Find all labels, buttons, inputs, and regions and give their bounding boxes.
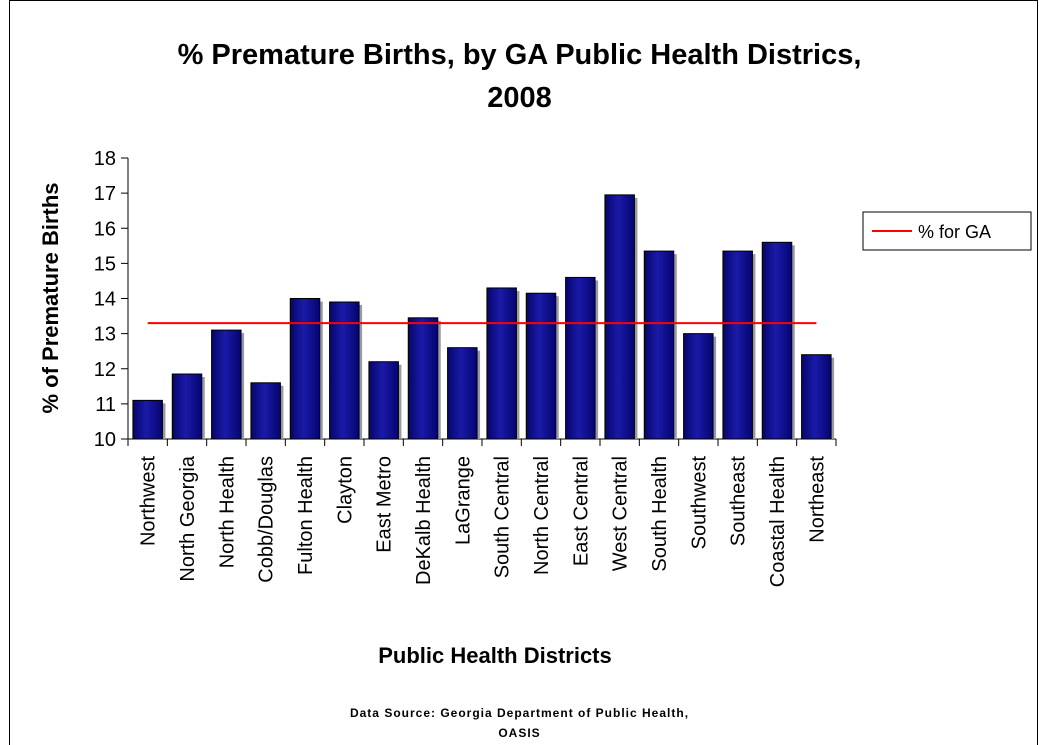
x-tick-label: East Metro [374,456,396,553]
x-tick-label: DeKalb Health [413,456,435,585]
y-tick-label: 14 [94,289,116,311]
bar [683,333,714,440]
y-tick-label: 18 [94,148,116,170]
y-tick-label: 11 [95,394,116,416]
legend: % for GA [862,211,1032,251]
y-tick-label: 17 [94,183,116,205]
x-tick-label: North Central [531,456,553,575]
bar [250,382,281,440]
x-axis-title: Public Health Districts [378,643,612,668]
x-tick-label: Coastal Health [767,456,789,587]
x-tick-label: West Central [610,456,632,571]
y-tick-label: 16 [94,218,116,240]
data-source-line-1: Data Source: Georgia Department of Publi… [349,706,690,720]
bar [211,329,242,440]
bar [722,250,753,440]
bar [643,250,675,440]
chart-title-line-1: % Premature Births, by GA Public Health … [177,39,862,71]
x-tick-label: Fulton Health [295,456,317,575]
y-tick-label: 13 [94,324,116,346]
y-axis-title: % of Premature Births [38,182,63,413]
x-tick-label: Clayton [334,456,356,524]
axes [121,157,837,446]
x-tick-labels: Northwest North Georgia North Health Cobb/D… [138,455,829,587]
bar [565,276,596,440]
x-tick-label: South Health [649,456,671,572]
x-tick-label: Southeast [728,456,750,547]
y-tick-label: 10 [94,429,116,451]
x-tick-label: South Central [492,456,514,578]
x-tick-label: Northeast [806,456,828,543]
data-source-line-2: OASIS [498,726,541,740]
bar [447,347,478,440]
bar [525,292,557,440]
bar [329,301,360,440]
bar [801,354,832,440]
x-tick-label: North Georgia [177,455,199,581]
x-tick-label: Northwest [138,456,160,546]
bar [407,317,439,440]
bar [368,361,399,440]
x-tick-label: East Central [570,456,592,566]
bar [171,373,203,440]
x-tick-label: Southwest [688,456,710,550]
bar [132,399,163,440]
chart-title-line-2: 2008 [487,82,552,114]
bar [289,298,321,440]
bar [761,241,793,440]
x-tick-label: Cobb/Douglas [256,456,278,583]
legend-label: % for GA [918,222,991,242]
y-tick-labels: 10 11 12 13 14 15 16 17 18 [94,148,116,451]
bar [604,194,635,440]
bars-group [132,194,835,440]
x-tick-label: North Health [216,456,238,568]
x-tick-label: LaGrange [452,456,474,545]
y-tick-label: 15 [94,253,116,275]
chart-frame [9,0,1038,745]
y-tick-label: 12 [94,359,116,381]
bar [486,287,517,440]
